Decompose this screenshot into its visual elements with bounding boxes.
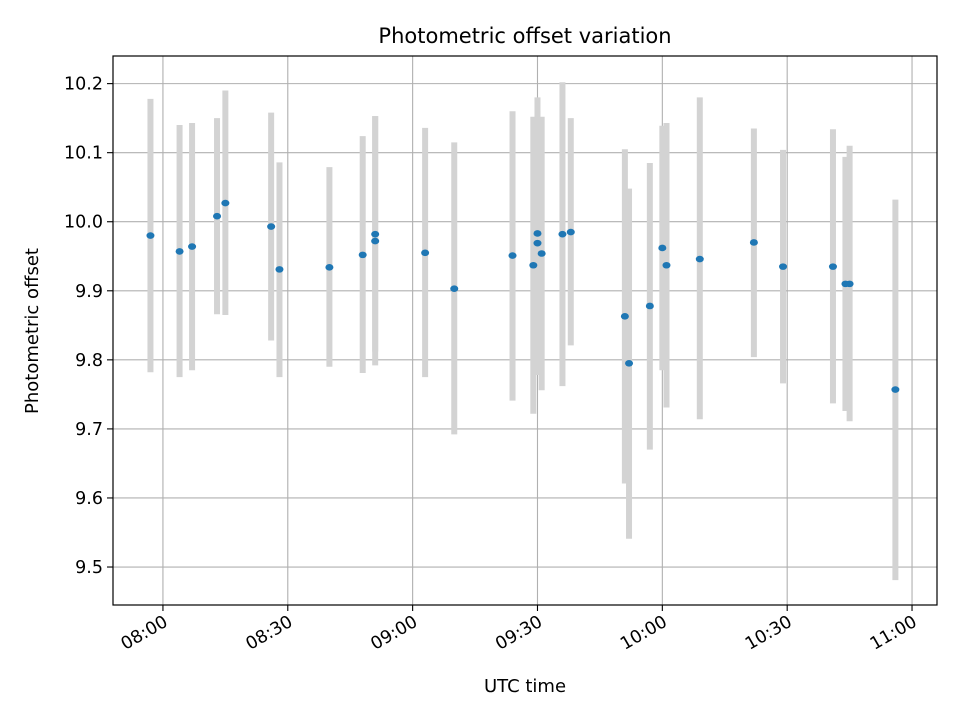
y-tick-label: 9.9 bbox=[75, 282, 103, 302]
data-point bbox=[558, 230, 567, 238]
data-point bbox=[358, 251, 367, 259]
data-point bbox=[325, 264, 334, 271]
data-point bbox=[275, 266, 284, 273]
data-point bbox=[566, 228, 575, 236]
data-point bbox=[188, 243, 197, 250]
data-point bbox=[662, 261, 671, 269]
data-point bbox=[213, 212, 222, 220]
data-point bbox=[421, 249, 430, 257]
y-tick-label: 10.0 bbox=[64, 213, 103, 233]
data-point bbox=[658, 244, 667, 252]
data-point bbox=[645, 302, 654, 310]
y-tick-label: 10.1 bbox=[64, 144, 103, 164]
data-point bbox=[267, 223, 276, 230]
data-point bbox=[620, 313, 629, 320]
data-points bbox=[146, 199, 900, 393]
y-tick-label: 9.5 bbox=[75, 558, 103, 578]
plot-area-frame bbox=[112, 55, 938, 606]
data-point bbox=[533, 239, 542, 247]
data-point bbox=[841, 280, 850, 288]
data-point bbox=[146, 232, 155, 239]
chart-title: Photometric offset variation bbox=[378, 24, 671, 48]
y-tick-label: 9.8 bbox=[75, 351, 103, 371]
data-point bbox=[221, 199, 230, 207]
data-point bbox=[749, 239, 758, 246]
data-point bbox=[779, 263, 788, 270]
x-axis-label: UTC time bbox=[484, 676, 566, 697]
data-point bbox=[508, 252, 517, 259]
data-point bbox=[828, 263, 837, 270]
data-point bbox=[533, 230, 542, 237]
data-point bbox=[450, 285, 459, 293]
data-point bbox=[891, 386, 900, 393]
data-point bbox=[625, 360, 634, 367]
data-point bbox=[175, 248, 184, 255]
y-tick-label: 9.6 bbox=[75, 489, 103, 509]
data-point bbox=[371, 230, 380, 238]
grid bbox=[113, 56, 937, 605]
data-point bbox=[371, 237, 380, 245]
y-tick-label: 10.2 bbox=[64, 75, 103, 95]
data-point bbox=[529, 261, 538, 269]
y-tick-label: 9.7 bbox=[75, 420, 103, 440]
data-point bbox=[537, 250, 546, 257]
y-axis-label: Photometric offset bbox=[22, 248, 43, 414]
data-point bbox=[695, 255, 704, 263]
